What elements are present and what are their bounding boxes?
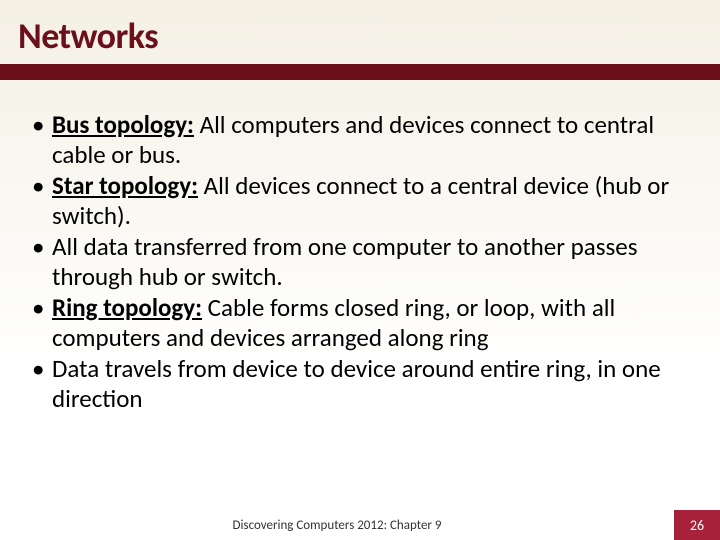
slide: Networks Bus topology: All computers and… xyxy=(0,0,720,540)
bullet-item: All data transferred from one computer t… xyxy=(28,232,692,291)
footer-text: Discovering Computers 2012: Chapter 9 xyxy=(0,518,674,533)
content-region: Bus topology: All computers and devices … xyxy=(0,80,720,540)
footer-region: Discovering Computers 2012: Chapter 9 26 xyxy=(0,510,720,540)
bullet-item: Star topology: All devices connect to a … xyxy=(28,171,692,230)
slide-title: Networks xyxy=(18,14,720,58)
bullet-list: Bus topology: All computers and devices … xyxy=(28,110,692,413)
bullet-item: Ring topology: Cable forms closed ring, … xyxy=(28,293,692,352)
bullet-term: Star topology: xyxy=(52,170,198,201)
bullet-text: Data travels from device to device aroun… xyxy=(52,353,661,414)
bullet-term: Bus topology: xyxy=(52,109,194,140)
bullet-item: Bus topology: All computers and devices … xyxy=(28,110,692,169)
bullet-item: Data travels from device to device aroun… xyxy=(28,354,692,413)
bullet-term: Ring topology: xyxy=(52,292,202,323)
divider-bar xyxy=(0,64,720,80)
page-number: 26 xyxy=(674,510,720,540)
title-region: Networks xyxy=(0,0,720,64)
bullet-text: All data transferred from one computer t… xyxy=(52,231,638,292)
